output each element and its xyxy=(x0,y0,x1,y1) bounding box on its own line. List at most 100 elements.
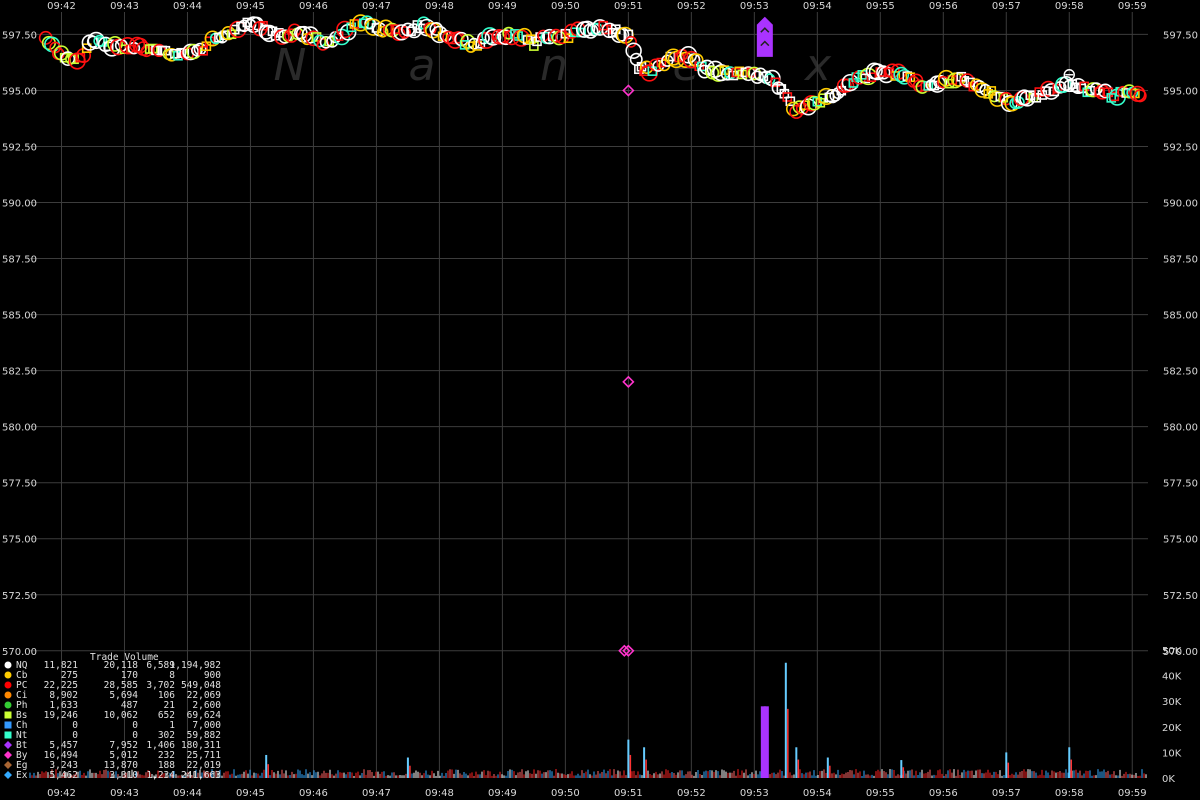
trade-marker xyxy=(249,16,264,31)
y-tick-label-left: 572.50 xyxy=(2,591,37,602)
trade-marker xyxy=(623,29,634,40)
trade-marker xyxy=(1067,79,1078,89)
trade-marker xyxy=(677,51,694,68)
legend-col1: 22,225 xyxy=(44,680,78,691)
x-tick-label-top: 09:50 xyxy=(551,1,580,12)
x-tick-label-top: 09:58 xyxy=(1055,1,1084,12)
watermark-letter: N xyxy=(274,40,307,91)
legend-col2: 0 xyxy=(132,730,138,741)
legend-col1: 0 xyxy=(72,730,78,741)
x-tick-label-top: 09:43 xyxy=(110,1,139,12)
legend-header: Trade Volume xyxy=(90,652,159,663)
x-tick-label-top: 09:55 xyxy=(866,1,895,12)
y-tick-label-right: 595.00 xyxy=(1163,86,1198,97)
bt-spike-chevrons xyxy=(760,27,770,47)
legend-col1: 5,457 xyxy=(49,740,78,751)
legend-col1: 3,243 xyxy=(49,760,78,771)
trade-marker xyxy=(866,72,877,83)
y-tick-label-right: 575.00 xyxy=(1163,535,1198,546)
x-tick-label-bottom: 09:50 xyxy=(551,788,580,799)
legend-col3: 302 xyxy=(158,730,175,741)
legend-swatch xyxy=(4,761,12,769)
y-tick-label-right: 582.50 xyxy=(1163,367,1198,378)
legend-col3: 1,406 xyxy=(146,740,175,751)
legend-col3: 188 xyxy=(158,760,175,771)
trade-marker xyxy=(60,51,76,66)
x-tick-label-top: 09:52 xyxy=(677,1,706,12)
legend-col4: 900 xyxy=(204,670,221,681)
trade-marker xyxy=(429,22,444,36)
volume-tick-label: 10K xyxy=(1162,748,1182,759)
trade-marker xyxy=(625,35,637,48)
trade-marker xyxy=(148,43,158,54)
legend-col2: 10,062 xyxy=(104,710,138,721)
trade-marker xyxy=(937,69,955,87)
x-tick-label-bottom: 09:57 xyxy=(992,788,1021,799)
y-tick-label-right: 587.50 xyxy=(1163,255,1198,266)
y-tick-label-left: 582.50 xyxy=(2,367,37,378)
trade-marker xyxy=(295,25,313,43)
legend-col1: 16,494 xyxy=(44,750,79,761)
legend-col2: 13,870 xyxy=(104,760,139,771)
trade-marker xyxy=(734,66,745,77)
outlier-trade-marker xyxy=(622,644,635,657)
x-tick-label-top: 09:42 xyxy=(47,1,76,12)
legend-col3: 1 xyxy=(169,720,175,731)
legend-code: Cb xyxy=(16,670,28,681)
trade-marker xyxy=(535,32,545,42)
legend-swatch xyxy=(4,671,12,679)
trade-marker xyxy=(393,24,410,41)
trade-marker xyxy=(185,43,202,60)
legend-code: Eg xyxy=(16,760,27,771)
legend-swatch xyxy=(4,711,12,719)
x-tick-label-bottom: 09:54 xyxy=(803,788,832,799)
trade-marker xyxy=(968,81,979,92)
legend-col3: 652 xyxy=(158,710,175,721)
trade-marker xyxy=(785,101,801,117)
x-tick-label-top: 09:46 xyxy=(299,1,328,12)
trade-marker xyxy=(771,81,786,95)
legend-col2: 3,310 xyxy=(109,770,138,781)
legend-col1: 0 xyxy=(72,720,78,731)
legend-col2: 170 xyxy=(121,670,138,681)
legend-col3: 106 xyxy=(158,690,175,701)
legend-col1: 5,462 xyxy=(49,770,78,781)
trade-marker xyxy=(836,78,852,93)
legend-swatch xyxy=(4,741,12,749)
trade-marker xyxy=(277,29,293,44)
legend-col4: 69,624 xyxy=(187,710,222,721)
trade-marker xyxy=(656,57,667,68)
volume-tick-label: 40K xyxy=(1162,672,1182,683)
y-tick-label-right: 577.50 xyxy=(1163,479,1198,490)
y-tick-label-left: 587.50 xyxy=(2,255,37,266)
legend-col2: 5,694 xyxy=(109,690,138,701)
legend-col2: 487 xyxy=(121,700,138,711)
y-tick-label-left: 575.00 xyxy=(2,535,37,546)
trade-marker xyxy=(1085,82,1101,98)
trade-marker xyxy=(750,70,765,84)
trade-marker xyxy=(579,20,596,37)
legend-code: Ci xyxy=(16,690,28,701)
x-tick-label-top: 09:47 xyxy=(362,1,391,12)
legend-code: Nt xyxy=(16,730,27,741)
legend-code: Ex xyxy=(16,770,28,781)
trade-marker xyxy=(454,31,469,47)
y-tick-label-left: 570.00 xyxy=(2,647,37,658)
trade-marker xyxy=(76,48,92,64)
x-tick-label-top: 09:57 xyxy=(992,1,1021,12)
trade-marker xyxy=(107,36,123,52)
legend-col2: 5,012 xyxy=(109,750,138,761)
trade-marker xyxy=(841,73,860,92)
legend-col1: 8,902 xyxy=(49,690,78,701)
x-tick-label-bottom: 09:42 xyxy=(47,788,76,799)
trade-marker xyxy=(915,80,930,94)
x-tick-label-top: 09:54 xyxy=(803,1,832,12)
legend-col2: 0 xyxy=(132,720,138,731)
legend-swatch xyxy=(4,661,12,669)
legend-col1: 11,821 xyxy=(44,660,79,671)
volume-bt-block xyxy=(760,706,769,778)
legend-col4: 241,663 xyxy=(181,770,221,781)
outlier-trade-marker xyxy=(618,644,631,657)
legend-col2: 28,585 xyxy=(104,680,138,691)
legend-col4: 22,069 xyxy=(187,690,222,701)
